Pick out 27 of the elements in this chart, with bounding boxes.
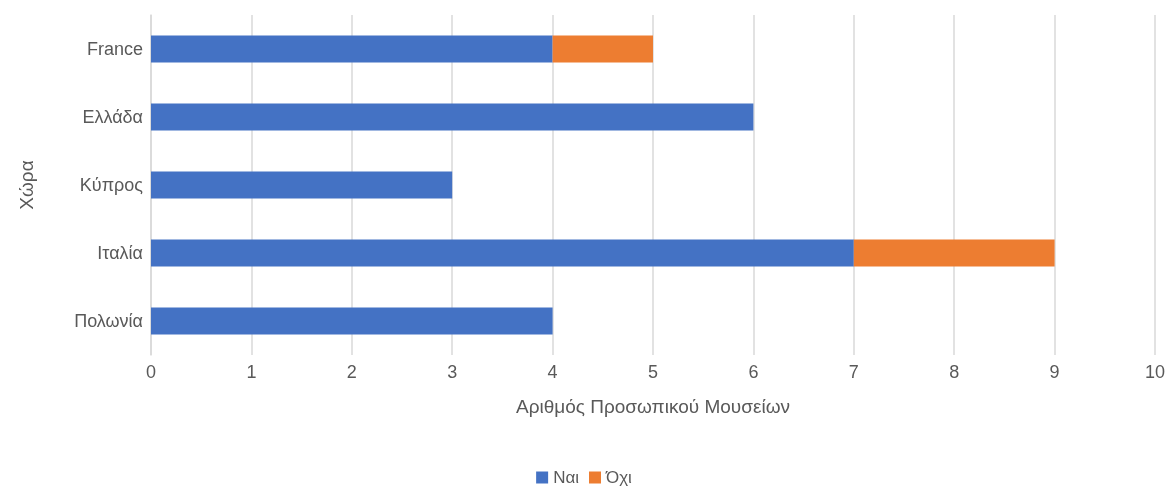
bar — [853, 239, 1055, 267]
y-tick-label: Κύπρος — [79, 175, 144, 195]
x-tick-label: 10 — [1144, 362, 1165, 382]
x-axis-title: Αριθμός Προσωπικού Μουσείων — [516, 396, 790, 417]
bar — [552, 35, 653, 63]
legend-label: Όχι — [605, 468, 633, 487]
x-tick-label: 5 — [647, 362, 658, 382]
x-tick-label: 3 — [447, 362, 458, 382]
y-tick-label: France — [86, 39, 143, 59]
x-tick-label: 6 — [748, 362, 759, 382]
y-axis-title: Χώρα — [16, 160, 37, 210]
y-tick-label: Ελλάδα — [82, 107, 143, 127]
x-tick-label: 8 — [949, 362, 960, 382]
x-tick-label: 2 — [346, 362, 357, 382]
bar — [151, 35, 553, 63]
x-tick-label: 0 — [145, 362, 157, 382]
legend-label: Ναι — [553, 468, 580, 487]
bar — [151, 307, 553, 335]
bar — [151, 103, 754, 131]
y-tick-label: Ιταλία — [97, 243, 143, 263]
x-tick-label: 4 — [547, 362, 558, 382]
x-tick-label: 7 — [848, 362, 859, 382]
x-tick-label: 9 — [1049, 362, 1060, 382]
x-tick-label: 1 — [246, 362, 257, 382]
bar — [151, 239, 854, 267]
y-tick-label: Πολωνία — [74, 311, 143, 331]
bar — [151, 171, 453, 199]
